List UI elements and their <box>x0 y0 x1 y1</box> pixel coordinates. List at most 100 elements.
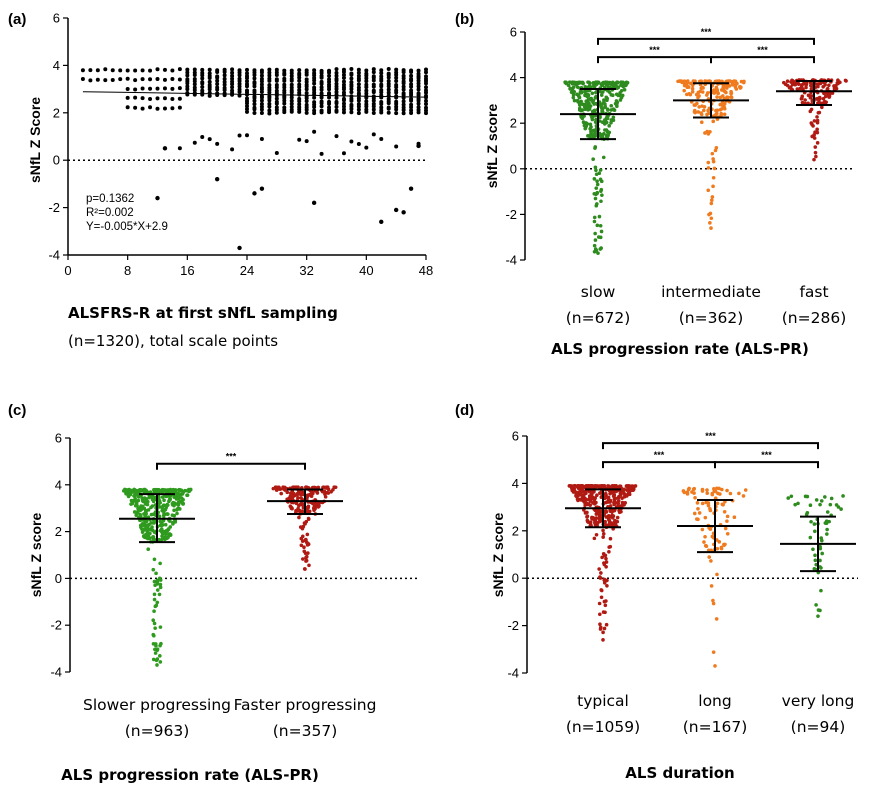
panel-a-point <box>207 67 212 72</box>
panel-b-point <box>722 85 726 90</box>
panel-b-point <box>813 145 818 149</box>
panel-c-point <box>306 551 310 555</box>
panel-a-point <box>424 98 428 103</box>
panel-d-point <box>834 503 839 507</box>
panel-c-point <box>158 585 163 590</box>
panel-c-point <box>298 502 303 507</box>
panel-d-point <box>808 503 813 507</box>
panel-d-point <box>703 534 707 539</box>
panel-b-y-axis-label: sNfL Z score <box>484 104 500 189</box>
panel-c-point <box>163 522 168 527</box>
panel-c-point <box>181 502 185 506</box>
panel-a-point <box>133 68 138 73</box>
panel-a-point <box>394 67 399 72</box>
panel-a-point <box>267 104 272 109</box>
panel-b-point <box>607 81 612 86</box>
panel-a-point <box>371 107 376 112</box>
panel-a-point <box>162 77 167 82</box>
panel-a-point <box>140 106 145 111</box>
panel-a-point <box>267 90 272 95</box>
panel-a-point <box>334 70 339 75</box>
panel-a-point <box>155 67 160 72</box>
panel-b-point <box>593 95 598 100</box>
panel-c-y-tick-label: 4 <box>55 477 62 492</box>
panel-d-point <box>599 595 604 600</box>
panel-b-point <box>710 195 715 199</box>
panel-d-significance-label: *** <box>761 450 772 460</box>
panel-a-point <box>230 67 235 72</box>
panel-b-point <box>800 100 805 105</box>
panel-b-point <box>711 184 715 189</box>
panel-b-point <box>592 215 597 220</box>
panel-b-point <box>812 136 817 140</box>
panel-b-point <box>814 154 818 159</box>
panel-a-point <box>140 77 145 82</box>
panel-a-point <box>252 95 257 100</box>
panel-a-point <box>118 68 123 73</box>
panel-c-point <box>160 531 165 536</box>
panel-a-point <box>394 75 399 80</box>
panel-a-point <box>356 107 361 112</box>
panel-d-point <box>588 499 593 503</box>
panel-c-point <box>155 588 160 592</box>
panel-c-point <box>303 522 307 526</box>
panel-d-point <box>617 494 621 499</box>
panel-d-point <box>627 490 632 495</box>
panel-c-point <box>301 524 306 529</box>
panel-a-point <box>379 84 384 89</box>
panel-c-point <box>146 508 151 512</box>
panel-b-point <box>720 103 725 108</box>
panel-a-point <box>349 98 354 103</box>
panel-c-point <box>152 597 157 602</box>
panel-a-point <box>267 98 272 103</box>
panel-b-point <box>815 115 819 119</box>
panel-b-point <box>815 127 819 132</box>
panel-a-point <box>319 151 324 156</box>
panel-d-point <box>582 500 587 504</box>
panel-b-point <box>579 90 584 95</box>
panel-a-point <box>125 68 130 73</box>
panel-a-point <box>371 84 376 89</box>
panel-a-point <box>416 105 421 110</box>
panel-a-point <box>401 107 406 112</box>
panel-a-point <box>252 73 257 78</box>
panel-a-point <box>230 85 235 90</box>
panel-a-point <box>364 91 369 96</box>
panel-a-point <box>282 110 287 115</box>
panel-d-significance-bracket <box>602 461 716 469</box>
panel-d-category-label: very long <box>782 692 855 710</box>
panel-a-point <box>334 81 339 86</box>
panel-b-point <box>624 80 629 85</box>
panel-a-point <box>267 101 272 106</box>
panel-d-point <box>717 540 722 544</box>
panel-a-point <box>245 84 249 89</box>
panel-a-point <box>259 98 264 103</box>
panel-d-category-n: (n=94) <box>791 718 846 736</box>
panel-d-point <box>713 489 718 494</box>
panel-b-point <box>574 80 578 85</box>
panel-a-point <box>170 97 175 102</box>
panel-a-point <box>103 67 108 72</box>
panel-d-point <box>613 521 618 526</box>
panel-d-y-tick-label: -2 <box>507 618 519 633</box>
panel-a-point <box>252 107 257 112</box>
panel-c-point <box>175 511 179 516</box>
panel-a-point <box>245 133 249 138</box>
panel-b-point <box>712 166 717 171</box>
panel-c-y-tick-label: 2 <box>55 524 62 539</box>
panel-a-point <box>215 75 220 80</box>
panel-a-point <box>401 99 406 104</box>
panel-a-point <box>416 87 421 92</box>
panel-a-y-tick-label: 0 <box>53 153 60 168</box>
panel-b-point <box>818 81 823 86</box>
panel-a-point <box>125 105 130 110</box>
panel-d-point <box>615 515 620 520</box>
panel-a-point <box>349 86 354 91</box>
panel-b-point <box>713 148 718 153</box>
panel-a-point <box>274 78 279 83</box>
panel-a-point <box>133 95 138 100</box>
panel-b-point <box>811 124 815 128</box>
panel-c-point <box>151 498 156 502</box>
panel-d-point <box>818 502 822 507</box>
panel-a-point <box>88 78 93 83</box>
